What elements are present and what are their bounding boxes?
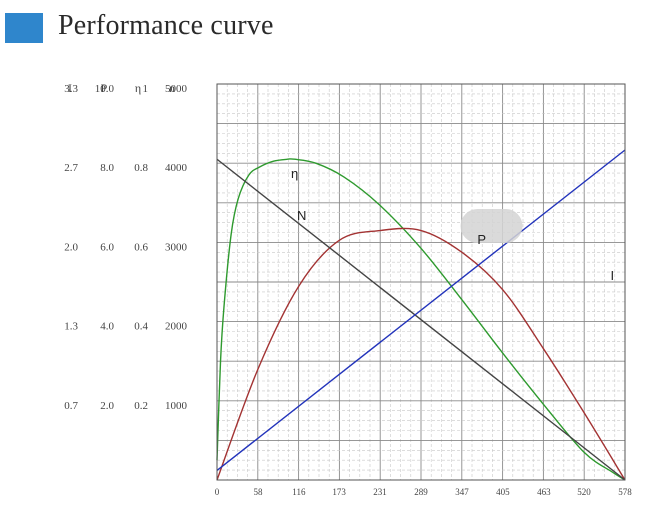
series-line-P xyxy=(216,227,626,481)
x-tick-label: 116 xyxy=(292,487,306,497)
left-axis-value: 3.3 xyxy=(64,83,78,95)
left-axis-value: 0.2 xyxy=(134,400,148,412)
x-tick-label: 578 xyxy=(618,487,632,497)
left-axis-header: P xyxy=(101,81,108,95)
x-tick-label: 58 xyxy=(253,487,263,497)
left-axis-value: 2.0 xyxy=(100,400,114,412)
x-tick-label: 405 xyxy=(496,487,510,497)
x-tick-label: 0 xyxy=(215,487,220,497)
x-tick-label: 463 xyxy=(537,487,551,497)
plot-frame xyxy=(216,83,626,481)
left-axis-value: 6.0 xyxy=(100,241,114,253)
chart-curves xyxy=(216,149,626,481)
left-axis-value: 4000 xyxy=(165,162,188,174)
left-axis-value: 2000 xyxy=(165,321,188,333)
title-accent-square xyxy=(5,13,43,43)
left-axis-header: I xyxy=(68,81,72,95)
x-tick-label: 520 xyxy=(577,487,591,497)
left-axis-value: 8.0 xyxy=(100,162,114,174)
x-tick-label: 231 xyxy=(373,487,387,497)
x-tick-label: 347 xyxy=(455,487,469,497)
page-title: Performance curve xyxy=(58,10,274,41)
left-axis-value: 4.0 xyxy=(100,321,114,333)
series-label-I: I xyxy=(610,268,614,283)
series-label-N: N xyxy=(297,208,306,223)
series-line-N xyxy=(216,158,626,481)
x-tick-label: 289 xyxy=(414,487,428,497)
left-axis-value: 3000 xyxy=(165,241,188,253)
series-label-P: P xyxy=(477,232,486,247)
series-line-I xyxy=(216,149,626,471)
left-axis-value: 0.7 xyxy=(64,400,78,412)
chart-grid xyxy=(216,83,626,481)
left-axis-value: 5000 xyxy=(165,83,188,95)
left-axis-value: 1 xyxy=(143,83,149,95)
left-axis-value: 10.0 xyxy=(95,83,115,95)
left-axis-value: 0.6 xyxy=(134,241,148,253)
left-axis-value: 1.3 xyxy=(64,321,78,333)
left-axis-value: 0.8 xyxy=(134,162,148,174)
left-axis-value: 1000 xyxy=(165,400,188,412)
series-label-η: η xyxy=(291,166,298,181)
left-axis-value: 2.0 xyxy=(64,241,78,253)
p-label-highlight xyxy=(460,209,523,243)
left-axis-value: 0.4 xyxy=(134,321,148,333)
series-line-η xyxy=(216,158,626,481)
left-axis-header: η xyxy=(135,81,141,95)
left-axis-header: n xyxy=(169,81,175,95)
x-tick-label: 173 xyxy=(332,487,346,497)
left-axis-value: 2.7 xyxy=(64,162,78,174)
